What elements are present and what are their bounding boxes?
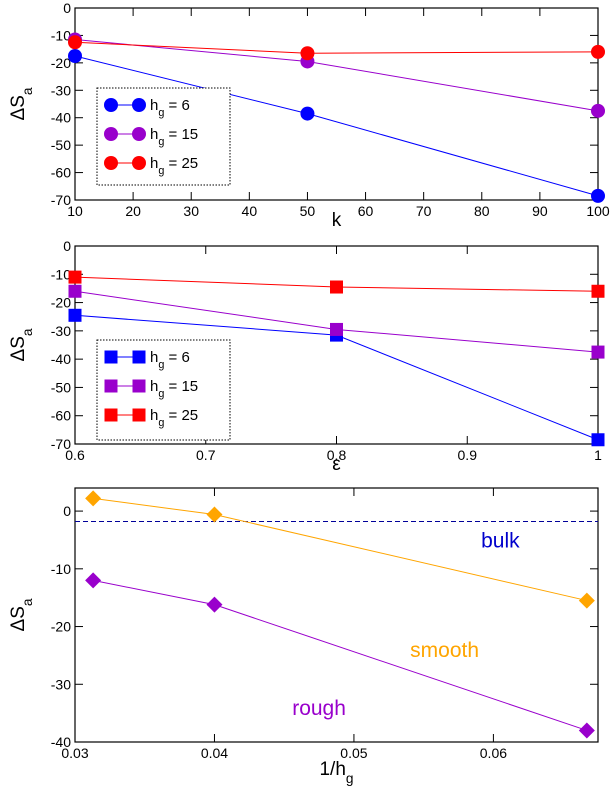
- data-point: [68, 308, 82, 322]
- x-tick-label: 10: [67, 203, 83, 219]
- data-point: [300, 106, 315, 121]
- data-point: [206, 596, 223, 613]
- x-axis-title: ε: [332, 454, 341, 475]
- legend-box: [96, 339, 231, 441]
- x-tick-label: 0.6: [65, 447, 85, 463]
- series-2: [68, 284, 605, 359]
- y-tick-label: -30: [51, 323, 71, 339]
- legend-marker: [104, 127, 118, 141]
- legend-marker: [104, 98, 118, 112]
- x-tick-label: 1: [594, 447, 602, 463]
- chart-panel-1: 10 20 30 40 50 60 70 80 90 100 0 -10 -20 -30 -40 -50 -60…: [8, 0, 610, 231]
- y-axis-title: ΔSa: [8, 328, 35, 361]
- legend-marker: [104, 408, 118, 422]
- x-axis-title: k: [332, 210, 342, 231]
- x-tick-label: 30: [183, 203, 199, 219]
- y-tick-label: -40: [51, 110, 71, 126]
- y-tick-label: -50: [51, 137, 71, 153]
- legend-marker: [132, 127, 146, 141]
- series-line: [74, 41, 599, 54]
- data-point: [300, 46, 315, 61]
- legend-box: [96, 87, 231, 186]
- annotation-smooth: smooth: [410, 639, 479, 662]
- x-tick-label: 70: [416, 203, 432, 219]
- data-point: [591, 433, 605, 447]
- annotation-rough: rough: [292, 697, 346, 720]
- legend-marker: [132, 156, 146, 170]
- y-tick-label: -70: [51, 192, 71, 208]
- data-point: [591, 103, 605, 118]
- series-3: [68, 270, 605, 298]
- x-tick-label: 20: [125, 203, 141, 219]
- y-tick-label: -40: [51, 351, 71, 367]
- data-point: [591, 345, 605, 359]
- y-tick-label: 0: [63, 0, 71, 16]
- y-tick-label: -20: [51, 619, 71, 635]
- y-tick-label: -60: [51, 408, 71, 424]
- x-tick-label: 40: [242, 203, 258, 219]
- plot-frame: [74, 487, 599, 743]
- legend-marker: [132, 98, 146, 112]
- data-point: [591, 44, 605, 59]
- x-tick-label: 0.04: [201, 745, 228, 761]
- y-tick-label: -10: [51, 27, 71, 43]
- series-2: [85, 572, 595, 739]
- data-point: [591, 188, 605, 203]
- legend-marker: [132, 408, 146, 422]
- series-1: [85, 490, 595, 609]
- data-point: [68, 270, 82, 284]
- series-3: [68, 35, 605, 61]
- x-axis-title: 1/hg: [319, 759, 353, 786]
- y-tick-label: -30: [51, 82, 71, 98]
- y-tick-label: 0: [63, 238, 71, 254]
- legend-marker: [104, 350, 118, 364]
- data-point: [85, 572, 102, 589]
- y-tick-label: 0: [63, 503, 71, 519]
- y-axis-title: ΔSa: [8, 598, 35, 631]
- data-point: [68, 35, 82, 50]
- data-point: [591, 284, 605, 298]
- data-point: [206, 506, 223, 523]
- y-tick-label: -40: [51, 734, 71, 750]
- x-tick-label: 0.7: [196, 447, 216, 463]
- data-point: [85, 490, 102, 507]
- y-axis-title: ΔSa: [8, 87, 35, 120]
- y-tick-label: -70: [51, 436, 71, 452]
- y-tick-label: -50: [51, 379, 71, 395]
- x-tick-label: 0.06: [480, 745, 507, 761]
- data-point: [68, 284, 82, 298]
- x-tick-label: 50: [300, 203, 316, 219]
- y-tick-label: -60: [51, 165, 71, 181]
- data-point: [578, 592, 595, 609]
- x-tick-label: 90: [532, 203, 548, 219]
- series-1: [68, 49, 605, 203]
- data-point: [330, 280, 343, 294]
- data-point: [330, 322, 343, 336]
- x-tick-label: 0.9: [458, 447, 478, 463]
- x-tick-label: 0.8: [327, 447, 347, 463]
- y-tick-label: -20: [51, 295, 71, 311]
- x-tick-label: 80: [474, 203, 490, 219]
- legend-marker: [104, 379, 118, 393]
- x-tick-label: 100: [586, 203, 610, 219]
- x-tick-label: 60: [358, 203, 374, 219]
- y-tick-label: -10: [51, 561, 71, 577]
- legend-marker: [132, 379, 146, 393]
- x-tick-label: 0.05: [340, 745, 367, 761]
- annotation-bulk: bulk: [481, 529, 520, 552]
- y-tick-label: -20: [51, 55, 71, 71]
- chart-panel-3: 0.03 0.04 0.05 0.06 0 -10 -20 -30 -40 1/hg ΔSa bulk…: [8, 487, 599, 786]
- x-tick-label: 0.03: [61, 745, 88, 761]
- data-point: [68, 49, 82, 63]
- legend-marker: [104, 156, 118, 170]
- chart-panel-2: 0.6 0.7 0.8 0.9 1 0 -10 -20 -30 -40 -50 -60 -70 ε ΔSa h…: [8, 238, 605, 475]
- y-tick-label: -10: [51, 266, 71, 282]
- data-point: [578, 722, 595, 739]
- legend-marker: [132, 350, 146, 364]
- y-tick-label: -30: [51, 676, 71, 692]
